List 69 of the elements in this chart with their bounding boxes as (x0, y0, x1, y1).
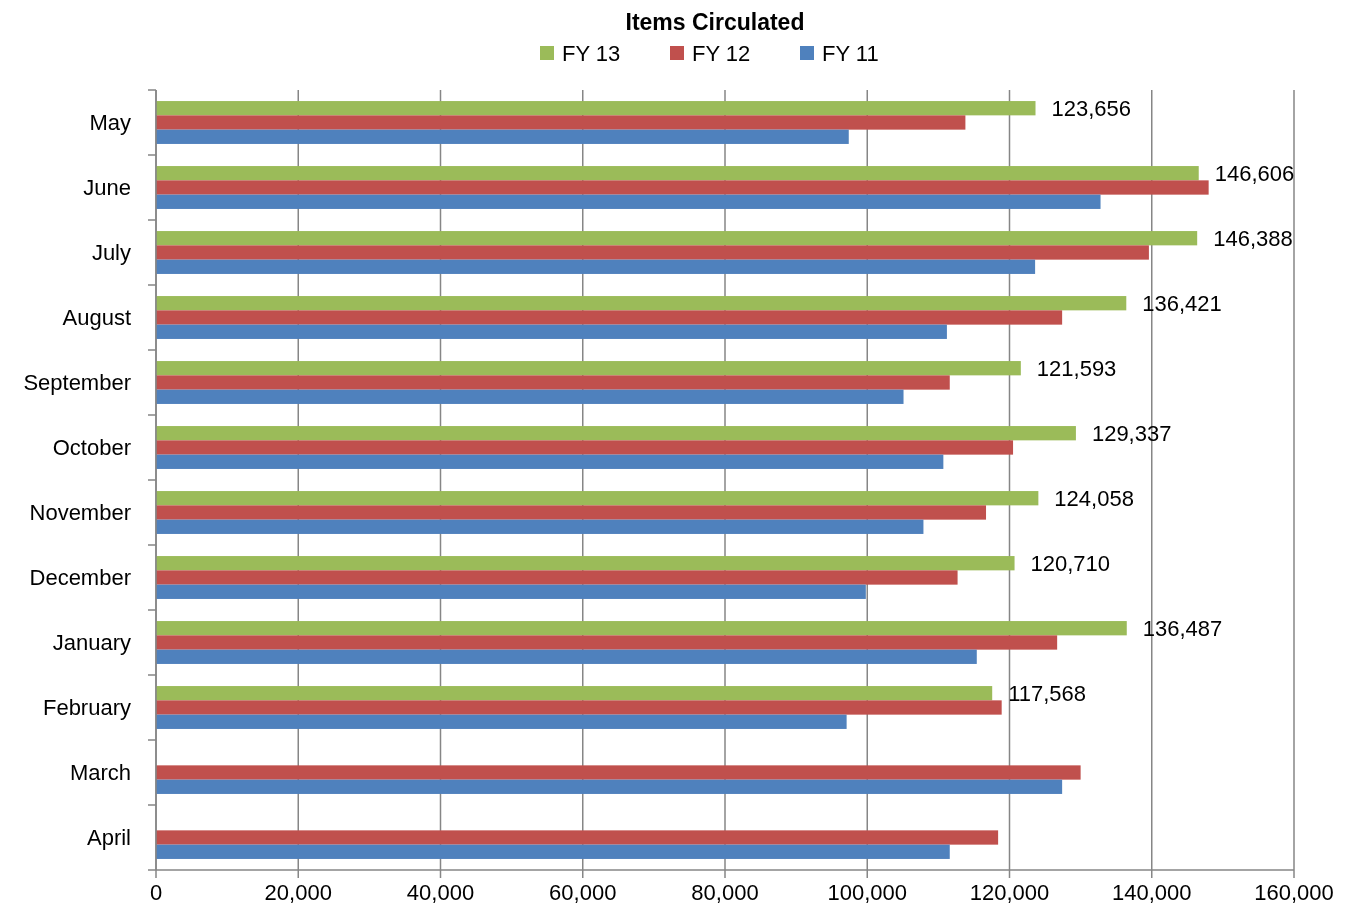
bar (156, 649, 977, 664)
bar (156, 296, 1127, 311)
legend-label: FY 12 (692, 40, 751, 66)
legend-label: FY 13 (562, 40, 621, 66)
y-tick-label: September (23, 370, 131, 396)
bar (156, 714, 847, 729)
x-tick-label: 60,000 (549, 880, 617, 905)
bar (156, 375, 950, 390)
x-tick-label: 0 (149, 880, 163, 905)
x-tick-label: 80,000 (691, 880, 759, 905)
bar (156, 426, 1076, 441)
data-label: 117,568 (1008, 680, 1087, 706)
bar (156, 700, 1002, 715)
y-tick-label: July (91, 240, 131, 266)
legend-label: FY 11 (822, 40, 879, 66)
data-label: 129,337 (1091, 420, 1172, 446)
bar (156, 765, 1081, 780)
x-tick-label: 160,000 (1254, 880, 1334, 905)
bar (156, 245, 1149, 260)
bar (156, 621, 1127, 636)
data-label: 123,656 (1051, 95, 1132, 121)
y-tick-label: December (29, 565, 131, 591)
x-tick-label: 20,000 (264, 880, 332, 905)
y-tick-label: April (86, 825, 131, 851)
y-tick-label: February (42, 695, 131, 721)
bar (156, 101, 1036, 116)
y-tick-label: May (89, 110, 131, 136)
bar (156, 389, 904, 404)
data-label: 121,593 (1036, 355, 1117, 381)
bar (156, 115, 966, 130)
bar (156, 166, 1199, 181)
bar (156, 231, 1198, 246)
bar (156, 830, 999, 845)
bar (156, 194, 1101, 209)
bar (156, 556, 1015, 571)
bar (156, 844, 950, 859)
y-tick-label: November (29, 500, 131, 526)
y-tick-label: March (69, 760, 131, 786)
bar (156, 440, 1014, 455)
data-label: 146,388 (1213, 225, 1293, 251)
data-label: 120,710 (1030, 550, 1111, 576)
bar (156, 491, 1039, 506)
y-tick-label: October (52, 435, 131, 461)
bar (156, 361, 1021, 376)
bar (156, 180, 1209, 195)
bar (156, 570, 958, 585)
bar (156, 584, 866, 599)
y-tick-label: January (52, 630, 131, 656)
y-tick-label: August (62, 305, 131, 331)
x-tick-label: 40,000 (406, 880, 475, 905)
bar (156, 129, 849, 144)
data-label: 124,058 (1054, 485, 1134, 511)
bar (156, 686, 993, 701)
bar (156, 310, 1063, 325)
bar (156, 324, 947, 339)
bar (156, 635, 1058, 650)
bar (156, 454, 944, 469)
bar (156, 505, 987, 520)
data-label: 136,487 (1142, 615, 1223, 641)
x-tick-label: 140,000 (1111, 880, 1192, 905)
data-label: 136,421 (1142, 290, 1222, 316)
y-tick-label: June (83, 175, 131, 201)
x-tick-label: 100,000 (827, 880, 908, 905)
chart-title: Items Circulated (625, 9, 805, 35)
x-tick-label: 120,000 (969, 880, 1050, 905)
bar (156, 259, 1036, 274)
bar (156, 519, 924, 534)
bar (156, 779, 1063, 794)
data-label: 146,606 (1214, 160, 1295, 186)
